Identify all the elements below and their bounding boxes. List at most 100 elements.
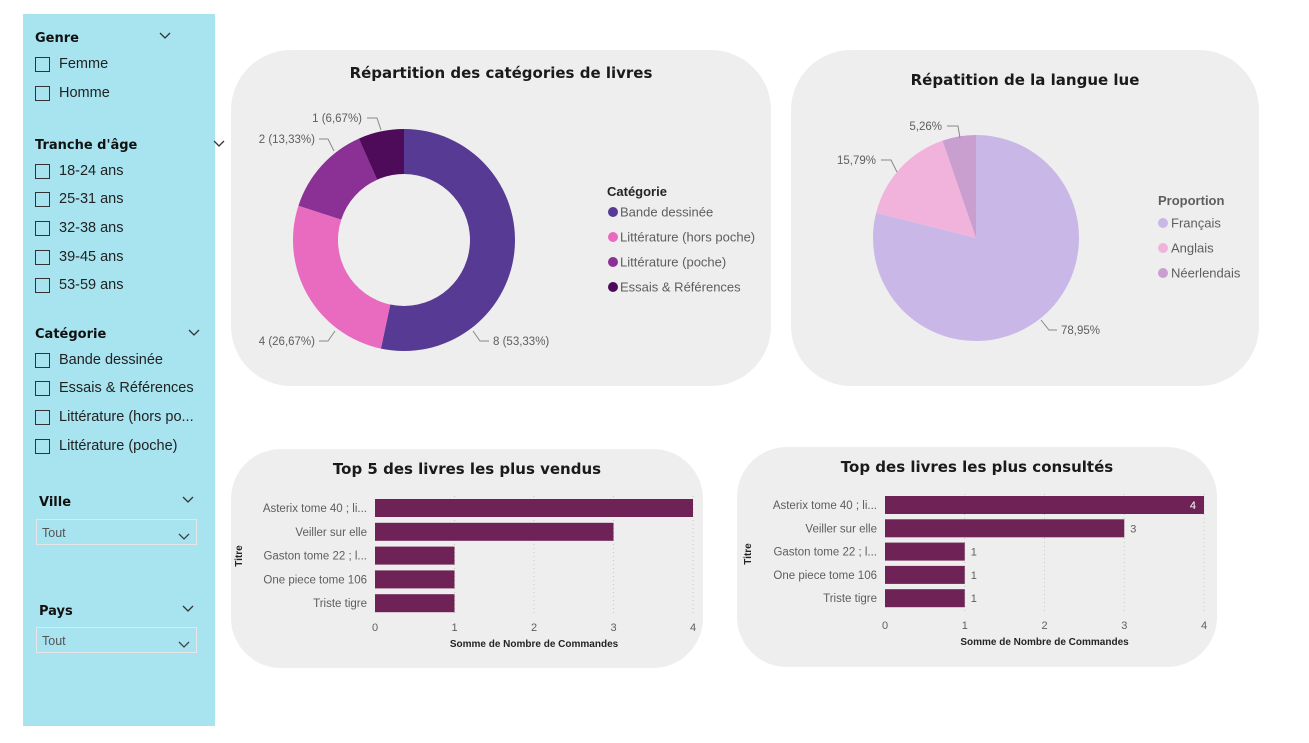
categorie-checkbox[interactable] [35, 352, 50, 368]
top-sold-bar-card: Top 5 des livres les plus vendus 0 1 2 3 4 As… [231, 449, 703, 668]
genre-option[interactable]: Femme [35, 53, 108, 75]
pie-data-label: 5,26% [909, 121, 942, 133]
pays-chevron-down-icon[interactable] [182, 605, 194, 617]
pie-data-label: 78,95% [1061, 325, 1100, 337]
ville-dropdown[interactable]: Tout [36, 519, 197, 545]
pie-legend-title: Proportion [1158, 193, 1224, 208]
pie-leader-line [881, 159, 898, 173]
donut-leader-line [367, 117, 382, 131]
age-option-label: 32-38 ans [59, 220, 124, 236]
language-pie-card: Répatition de la langue lue 78,95% 15,79%… [791, 50, 1259, 386]
bar-x-tick-label: 3 [1121, 620, 1127, 632]
ville-chevron-down-icon[interactable] [182, 496, 194, 508]
age-checkbox[interactable] [35, 220, 50, 236]
categorie-checkbox[interactable] [35, 380, 50, 396]
bar-category-label: Gaston tome 22 ; l... [773, 547, 877, 559]
bar [375, 546, 455, 565]
bar-x-tick-label: 0 [372, 622, 378, 634]
top-viewed-bar-title: Top des livres les plus consultés [840, 458, 1114, 476]
categorie-option[interactable]: Littérature (poche) [35, 435, 177, 457]
bar-data-label: 1 [971, 570, 977, 582]
categorie-checkbox[interactable] [35, 438, 50, 454]
pays-slicer-title: Pays [39, 604, 73, 619]
age-option[interactable]: 25-31 ans [35, 188, 124, 210]
age-checkbox[interactable] [35, 249, 50, 265]
genre-option-label: Homme [59, 85, 110, 101]
age-option[interactable]: 18-24 ans [35, 160, 124, 182]
bar [375, 570, 455, 589]
categorie-option[interactable]: Bande dessinée [35, 349, 163, 371]
donut-legend-marker [608, 257, 618, 267]
categorie-option[interactable]: Essais & Références [35, 377, 194, 399]
top-viewed-bar-chart: 0 1 2 3 4 Asterix tome 40 ; li... 4 Veiller sur… [743, 494, 1207, 648]
bar-x-tick-label: 1 [962, 620, 968, 632]
bar-data-label: 1 [971, 547, 977, 559]
bar-x-tick-label: 3 [610, 622, 616, 634]
bar-y-axis-title: Titre [234, 545, 245, 567]
donut-legend-label: Bande dessinée [620, 205, 713, 220]
bar-category-label: Veiller sur elle [805, 523, 877, 535]
top-viewed-bar-card: Top des livres les plus consultés 0 1 2 3 4 A… [737, 447, 1217, 667]
pays-dropdown-chevron-icon [178, 634, 190, 653]
filter-panel: Genre Femme Homme Tranche d'âge 18-24 ans… [23, 14, 225, 726]
genre-checkbox[interactable] [35, 85, 50, 101]
bar [375, 594, 455, 613]
bar-data-label: 4 [1190, 500, 1196, 512]
age-checkbox[interactable] [35, 191, 50, 207]
age-checkbox[interactable] [35, 277, 50, 293]
donut-legend-label: Littérature (poche) [620, 255, 726, 270]
bar-category-label: One piece tome 106 [263, 574, 367, 586]
genre-chevron-down-icon[interactable] [159, 32, 171, 44]
bar-category-label: Asterix tome 40 ; li... [263, 503, 367, 515]
ville-dropdown-chevron-icon [178, 526, 190, 545]
bar-category-label: Triste tigre [313, 598, 367, 610]
bar-data-label: 1 [971, 593, 977, 605]
pie-legend-label: Français [1171, 216, 1221, 231]
genre-option[interactable]: Homme [35, 82, 110, 104]
genre-slicer-title: Genre [35, 31, 79, 46]
pays-dropdown[interactable]: Tout [36, 627, 197, 653]
pays-dropdown-value: Tout [42, 634, 66, 648]
bar-category-label: One piece tome 106 [773, 570, 877, 582]
categorie-option[interactable]: Littérature (hors po... [35, 406, 194, 428]
donut-data-label: 1 (6,67%) [312, 113, 362, 125]
bar-x-tick-label: 4 [690, 622, 696, 634]
bar-x-tick-label: 2 [1041, 620, 1047, 632]
age-checkbox[interactable] [35, 163, 50, 179]
donut-data-label: 2 (13,33%) [259, 134, 315, 146]
donut-leader-line [319, 330, 336, 342]
categorie-checkbox[interactable] [35, 409, 50, 425]
bar-data-label: 3 [1130, 523, 1136, 535]
age-option[interactable]: 39-45 ans [35, 246, 124, 268]
language-pie-title: Répatition de la langue lue [910, 71, 1140, 89]
bar-x-tick-label: 1 [451, 622, 457, 634]
category-donut-card: Répartition des catégories de livres 8 (… [231, 50, 771, 386]
bar-category-label: Asterix tome 40 ; li... [773, 500, 877, 512]
bar-y-axis-title: Titre [743, 543, 754, 565]
age-option[interactable]: 32-38 ans [35, 217, 124, 239]
donut-legend-marker [608, 207, 618, 217]
age-slicer-title: Tranche d'âge [35, 138, 138, 153]
categorie-option-label: Essais & Références [59, 380, 194, 396]
age-option[interactable]: 53-59 ans [35, 274, 124, 296]
bar-x-tick-label: 4 [1201, 620, 1207, 632]
pie-slice [876, 140, 976, 238]
bar [375, 522, 614, 541]
age-chevron-down-icon[interactable] [213, 140, 225, 152]
donut-slice [298, 138, 378, 220]
donut-data-label: 8 (53,33%) [493, 336, 549, 348]
bar-category-label: Veiller sur elle [295, 527, 367, 539]
categorie-chevron-down-icon[interactable] [188, 329, 200, 341]
genre-checkbox[interactable] [35, 56, 50, 72]
pie-legend-label: Néerlendais [1171, 266, 1241, 281]
donut-leader-line [472, 330, 489, 342]
top-sold-bar-chart: 0 1 2 3 4 Asterix tome 40 ; li... Veiller sur … [234, 496, 696, 650]
pie-legend-marker [1158, 243, 1168, 253]
donut-legend-label: Littérature (hors poche) [620, 230, 755, 245]
bar [885, 496, 1204, 514]
age-option-label: 53-59 ans [59, 277, 124, 293]
categorie-option-label: Littérature (poche) [59, 438, 178, 454]
donut-slice [358, 129, 404, 180]
age-option-label: 39-45 ans [59, 249, 124, 265]
categorie-option-label: Littérature (hors po... [59, 409, 194, 425]
